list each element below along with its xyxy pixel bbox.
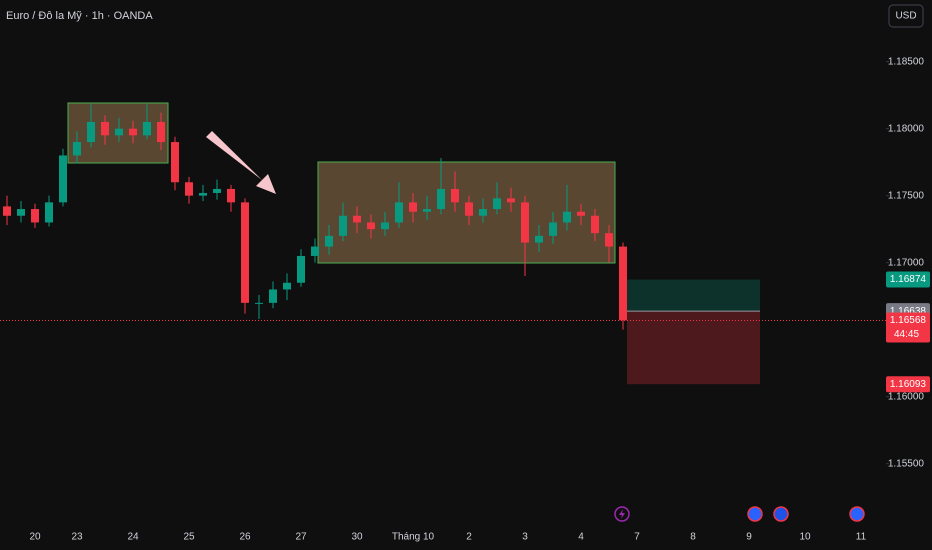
currency-label[interactable]: USD: [895, 11, 916, 22]
event-icons: [614, 506, 865, 522]
candle-body: [269, 289, 277, 303]
candle-body: [59, 155, 67, 203]
countdown-label: 44:45: [894, 329, 919, 340]
candle-body: [507, 198, 515, 203]
lightning-icon: [619, 509, 625, 519]
candle-body: [367, 222, 375, 230]
stop-zone: [627, 311, 760, 385]
candle-body: [255, 302, 263, 304]
event-icon[interactable]: [773, 506, 789, 522]
candle-body: [549, 222, 557, 236]
x-tick-label: 24: [127, 532, 139, 543]
candle-body: [591, 215, 599, 234]
x-tick-label: 25: [183, 532, 195, 543]
y-tick-label: 1.18000: [888, 123, 925, 134]
candle-body: [115, 128, 123, 136]
y-tick-label: 1.15500: [888, 458, 925, 469]
candle-body: [535, 235, 543, 243]
price-badge: [886, 271, 930, 288]
candle-body: [381, 222, 389, 230]
x-tick-label: 8: [690, 532, 696, 543]
candle-body: [283, 282, 291, 290]
target-zone: [627, 279, 760, 312]
candle-body: [3, 206, 11, 216]
arrow[interactable]: [206, 131, 276, 194]
candle-body: [31, 209, 39, 223]
candle-body: [619, 246, 627, 321]
candle-body: [325, 235, 333, 247]
candle-body: [311, 246, 319, 256]
y-tick-label: 1.16000: [888, 391, 925, 402]
chart-title: Euro / Đô la Mỹ · 1h · OANDA: [6, 10, 153, 22]
candle-body: [563, 211, 571, 223]
candle-body: [157, 121, 165, 143]
x-tick-label: 2: [466, 532, 472, 543]
drawings-back: [0, 102, 886, 385]
y-tick-label: 1.17000: [888, 257, 925, 268]
candle-body: [423, 209, 431, 212]
y-tick-label: 1.18500: [888, 56, 925, 67]
x-tick-label: 11: [856, 532, 867, 543]
candle-body: [199, 192, 207, 196]
arrow-drawing[interactable]: [206, 131, 276, 194]
x-tick-label: 20: [29, 532, 41, 543]
x-tick-label: 7: [634, 532, 640, 543]
price-badge-label: 1.16568: [890, 315, 927, 326]
x-tick-label: 3: [522, 532, 528, 543]
candle-body: [171, 142, 179, 183]
candle-body: [493, 198, 501, 210]
candle-body: [395, 202, 403, 223]
candle-body: [451, 188, 459, 203]
candle-body: [17, 209, 25, 216]
candle-body: [227, 188, 235, 203]
x-tick-label: 27: [295, 532, 307, 543]
price-badge-label: 1.16874: [890, 274, 927, 285]
x-tick-label: 4: [578, 532, 584, 543]
candle-body: [185, 182, 193, 196]
event-icon[interactable]: [849, 506, 865, 522]
candle-body: [577, 211, 585, 216]
candle-body: [73, 142, 81, 156]
price-badge: [886, 312, 930, 343]
candle-body: [129, 128, 137, 136]
currency-button[interactable]: [888, 4, 924, 28]
candle-body: [409, 202, 417, 212]
x-tick-label: Tháng 10: [392, 532, 435, 543]
x-tick-label: 9: [746, 532, 752, 543]
candle-body: [297, 255, 305, 283]
x-tick-label: 10: [799, 532, 811, 543]
candle-body: [45, 202, 53, 223]
event-icon[interactable]: [747, 506, 763, 522]
y-tick-label: 1.17500: [888, 190, 925, 201]
price-badge: [886, 376, 930, 393]
x-tick-label: 26: [239, 532, 251, 543]
candle-body: [605, 233, 613, 247]
price-badge-label: 1.16093: [890, 379, 927, 390]
candle-body: [143, 121, 151, 136]
candle-body: [465, 202, 473, 216]
candle-body: [339, 215, 347, 236]
candle-body: [437, 188, 445, 210]
candle-body: [213, 188, 221, 193]
x-tick-label: 23: [71, 532, 83, 543]
event-icon[interactable]: [614, 506, 630, 522]
candle-body: [353, 215, 361, 223]
x-tick-label: 30: [351, 532, 363, 543]
candle-body: [479, 209, 487, 216]
candle-body: [101, 121, 109, 136]
candle-body: [87, 121, 95, 143]
candle-body: [241, 202, 249, 303]
price-badge-label: 1.16638: [890, 306, 927, 317]
candle-body: [521, 202, 529, 243]
